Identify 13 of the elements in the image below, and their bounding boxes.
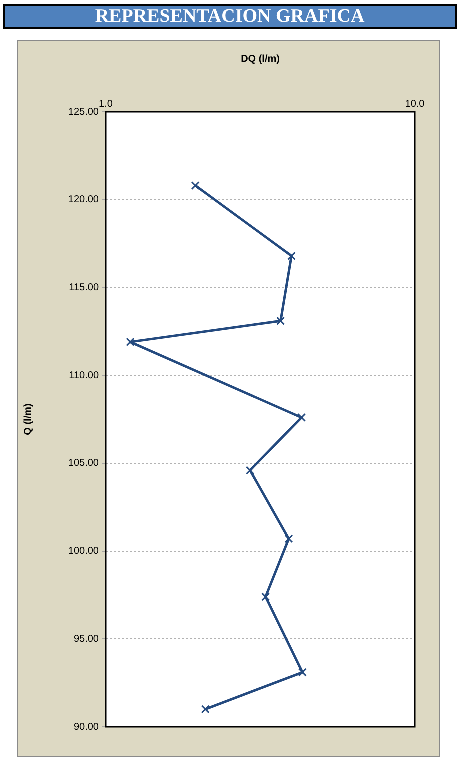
y-tick-label: 100.00 [68,546,100,558]
y-tick-label: 95.00 [74,634,100,645]
x-tick-label: 1.0 [99,98,114,110]
x-axis-title: DQ (l/m) [241,54,280,65]
y-tick-label: 90.00 [74,722,100,733]
y-tick-label: 105.00 [68,458,100,470]
y-axis-title: Q (l/m) [22,404,34,436]
x-tick-label: 10.0 [405,98,426,110]
y-tick-label: 115.00 [69,282,100,294]
y-tick-label: 110.00 [69,370,100,382]
chart-title: REPRESENTACION GRAFICA [3,4,457,29]
y-tick-label: 125.00 [68,106,100,118]
y-tick-label: 120.00 [68,194,100,206]
